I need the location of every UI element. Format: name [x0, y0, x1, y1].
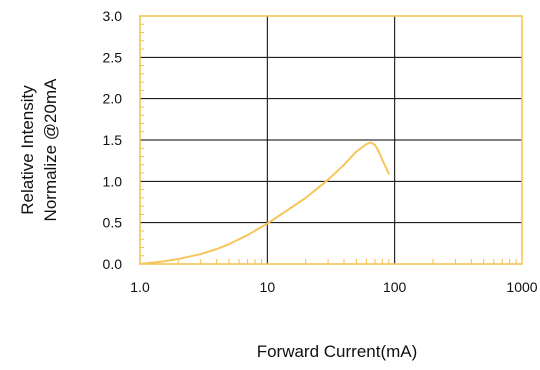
y-tick-label: 2.5	[103, 49, 123, 65]
y-tick-label: 0.0	[103, 256, 123, 272]
y-axis-title-line2: Normalize @20mA	[41, 78, 60, 222]
y-tick-label: 2.0	[103, 91, 123, 107]
y-tick-labels: 0.0 0.5 1.0 1.5 2.0 2.5 3.0	[103, 8, 123, 272]
minor-tick-marks	[140, 23, 517, 264]
x-tick-label: 1000	[506, 279, 537, 295]
grid-lines	[140, 16, 522, 264]
y-axis-title-line1: Relative Intensity	[18, 85, 37, 215]
x-tick-label: 10	[260, 279, 276, 295]
x-axis-title: Forward Current(mA)	[257, 342, 418, 361]
y-tick-label: 1.0	[103, 173, 123, 189]
plot-frame	[139, 15, 523, 265]
y-tick-label: 0.5	[103, 215, 123, 231]
x-tick-label: 1.0	[130, 279, 150, 295]
y-tick-label: 1.5	[103, 132, 123, 148]
intensity-curve	[139, 141, 390, 265]
y-tick-label: 3.0	[103, 8, 123, 24]
x-tick-label: 100	[383, 279, 407, 295]
x-tick-labels: 1.0 10 100 1000	[130, 279, 538, 295]
